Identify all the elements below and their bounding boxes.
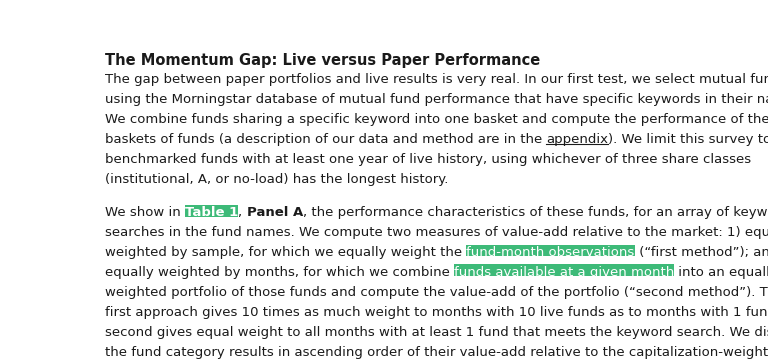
Text: fund-month observations: fund-month observations	[466, 246, 634, 259]
Text: We show in: We show in	[105, 206, 185, 219]
Text: the fund category results in ascending order of their value-add relative to the : the fund category results in ascending o…	[105, 346, 768, 359]
Text: equally weighted by months, for which we combine: equally weighted by months, for which we…	[105, 266, 454, 279]
Text: Table 1: Table 1	[185, 206, 238, 219]
Bar	[185, 204, 238, 217]
Text: first approach gives 10 times as much weight to months with 10 live funds as to : first approach gives 10 times as much we…	[105, 306, 768, 319]
Text: ). We limit this survey to US-: ). We limit this survey to US-	[608, 133, 768, 146]
Text: second gives equal weight to all months with at least 1 fund that meets the keyw: second gives equal weight to all months …	[105, 326, 768, 339]
Text: ,: ,	[238, 206, 247, 219]
Text: using the Morningstar database of mutual fund performance that have specific key: using the Morningstar database of mutual…	[105, 93, 768, 106]
Text: funds available at a given month: funds available at a given month	[454, 266, 674, 279]
Text: (“first method”); and 2): (“first method”); and 2)	[634, 246, 768, 259]
Text: , the performance characteristics of these funds, for an array of keyword: , the performance characteristics of the…	[303, 206, 768, 219]
Text: into an equally: into an equally	[674, 266, 768, 279]
Text: searches in the fund names. We compute two measures of value-add relative to the: searches in the fund names. We compute t…	[105, 226, 768, 239]
Text: We combine funds sharing a specific keyword into one basket and compute the perf: We combine funds sharing a specific keyw…	[105, 113, 768, 126]
Text: (institutional, A, or no-load) has the longest history.: (institutional, A, or no-load) has the l…	[105, 173, 449, 186]
Text: weighted by sample, for which we equally weight the: weighted by sample, for which we equally…	[105, 246, 466, 259]
Text: benchmarked funds with at least one year of live history, using whichever of thr: benchmarked funds with at least one year…	[105, 153, 751, 166]
Text: weighted portfolio of those funds and compute the value-add of the portfolio (“s: weighted portfolio of those funds and co…	[105, 286, 768, 299]
Bar	[466, 244, 634, 256]
Text: Panel A: Panel A	[247, 206, 303, 219]
Bar	[454, 265, 674, 276]
Text: appendix: appendix	[546, 133, 608, 146]
Text: baskets of funds (a description of our data and method are in the: baskets of funds (a description of our d…	[105, 133, 546, 146]
Text: The Momentum Gap: Live versus Paper Performance: The Momentum Gap: Live versus Paper Perf…	[105, 53, 540, 68]
Text: The gap between paper portfolios and live results is very real. In our first tes: The gap between paper portfolios and liv…	[105, 73, 768, 86]
